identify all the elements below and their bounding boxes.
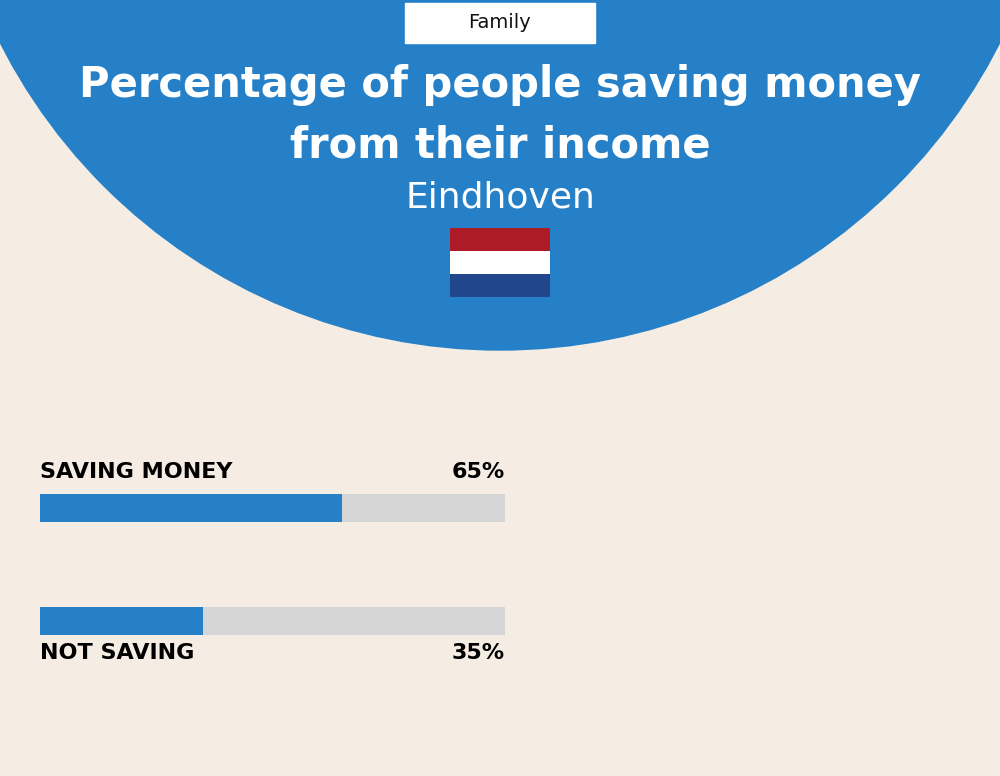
Text: from their income: from their income bbox=[290, 124, 710, 166]
Bar bbox=[40, 494, 505, 522]
Bar bbox=[40, 607, 203, 635]
Text: 65%: 65% bbox=[452, 462, 505, 482]
Bar bbox=[450, 251, 550, 274]
Bar bbox=[405, 3, 595, 43]
Text: Family: Family bbox=[469, 13, 531, 33]
Text: SAVING MONEY: SAVING MONEY bbox=[40, 462, 232, 482]
Circle shape bbox=[0, 0, 1000, 350]
Bar bbox=[40, 607, 505, 635]
Text: Percentage of people saving money: Percentage of people saving money bbox=[79, 64, 921, 106]
Text: 35%: 35% bbox=[452, 643, 505, 663]
Bar bbox=[450, 228, 550, 251]
Text: Eindhoven: Eindhoven bbox=[405, 181, 595, 215]
Bar bbox=[450, 274, 550, 297]
Bar bbox=[40, 494, 342, 522]
Text: NOT SAVING: NOT SAVING bbox=[40, 643, 194, 663]
